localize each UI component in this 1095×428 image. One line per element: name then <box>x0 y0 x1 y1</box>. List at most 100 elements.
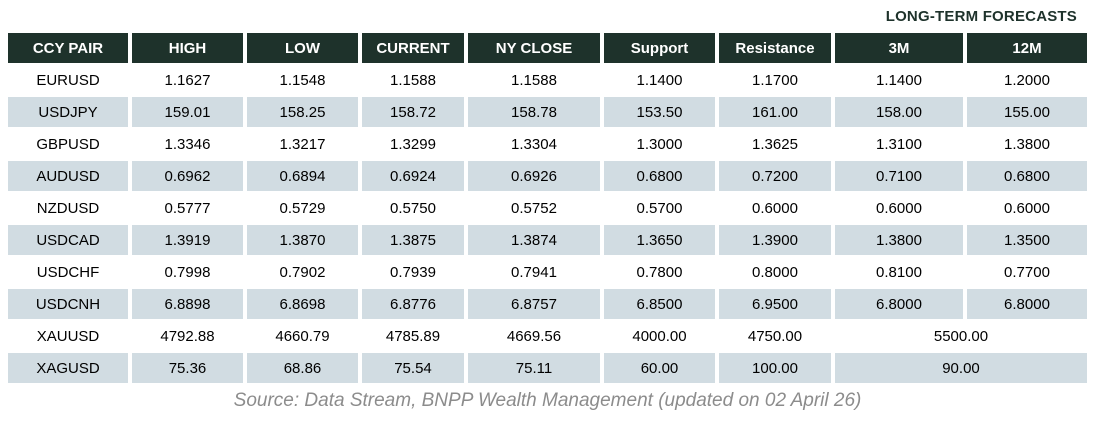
support-cell: 60.00 <box>604 353 715 383</box>
ny-close-cell: 75.11 <box>468 353 600 383</box>
ccy-pair-cell: USDCNH <box>8 289 128 319</box>
forecast-12m-cell: 0.6800 <box>967 161 1087 191</box>
ccy-pair-cell: USDJPY <box>8 97 128 127</box>
long-term-forecasts-label: LONG-TERM FORECASTS <box>885 8 1077 25</box>
current-cell: 6.8776 <box>362 289 464 319</box>
support-cell: 0.6800 <box>604 161 715 191</box>
column-header-ny-close: NY CLOSE <box>468 33 600 63</box>
forecast-12m-cell: 1.3800 <box>967 129 1087 159</box>
ny-close-cell: 158.78 <box>468 97 600 127</box>
low-cell: 158.25 <box>247 97 358 127</box>
forecast-12m-cell: 1.3500 <box>967 225 1087 255</box>
forecast-merged-cell: 90.00 <box>835 353 1087 383</box>
resistance-cell: 4750.00 <box>719 321 831 351</box>
support-cell: 1.3000 <box>604 129 715 159</box>
ny-close-cell: 4669.56 <box>468 321 600 351</box>
low-cell: 0.7902 <box>247 257 358 287</box>
forecast-3m-cell: 1.3800 <box>835 225 963 255</box>
fx-forecast-page: LONG-TERM FORECASTS CCY PAIR HIGH LOW CURRE… <box>0 7 1095 412</box>
resistance-cell: 100.00 <box>719 353 831 383</box>
table-row-usdcad: USDCAD 1.3919 1.3870 1.3875 1.3874 1.3650 1.39… <box>8 225 1087 255</box>
resistance-cell: 6.9500 <box>719 289 831 319</box>
forecast-12m-cell: 6.8000 <box>967 289 1087 319</box>
current-cell: 1.3299 <box>362 129 464 159</box>
ny-close-cell: 0.6926 <box>468 161 600 191</box>
high-cell: 0.6962 <box>132 161 243 191</box>
ny-close-cell: 1.3874 <box>468 225 600 255</box>
forecast-12m-cell: 0.7700 <box>967 257 1087 287</box>
ccy-pair-cell: XAUUSD <box>8 321 128 351</box>
table-body: EURUSD 1.1627 1.1548 1.1588 1.1588 1.1400 1.17… <box>8 65 1087 383</box>
forecast-3m-cell: 0.7100 <box>835 161 963 191</box>
support-cell: 4000.00 <box>604 321 715 351</box>
current-cell: 0.6924 <box>362 161 464 191</box>
resistance-cell: 1.3625 <box>719 129 831 159</box>
ccy-pair-cell: NZDUSD <box>8 193 128 223</box>
high-cell: 159.01 <box>132 97 243 127</box>
resistance-cell: 0.8000 <box>719 257 831 287</box>
column-header-ccy-pair: CCY PAIR <box>8 33 128 63</box>
high-cell: 1.3346 <box>132 129 243 159</box>
high-cell: 1.1627 <box>132 65 243 95</box>
support-cell: 6.8500 <box>604 289 715 319</box>
ccy-pair-cell: USDCHF <box>8 257 128 287</box>
high-cell: 4792.88 <box>132 321 243 351</box>
forecast-3m-cell: 158.00 <box>835 97 963 127</box>
table-row-usdjpy: USDJPY 159.01 158.25 158.72 158.78 153.50 161.… <box>8 97 1087 127</box>
resistance-cell: 0.6000 <box>719 193 831 223</box>
low-cell: 6.8698 <box>247 289 358 319</box>
resistance-cell: 161.00 <box>719 97 831 127</box>
resistance-cell: 1.3900 <box>719 225 831 255</box>
current-cell: 0.7939 <box>362 257 464 287</box>
low-cell: 1.3870 <box>247 225 358 255</box>
column-header-12m: 12M <box>967 33 1087 63</box>
ccy-pair-cell: EURUSD <box>8 65 128 95</box>
ny-close-cell: 0.5752 <box>468 193 600 223</box>
forecast-3m-cell: 6.8000 <box>835 289 963 319</box>
source-note: Source: Data Stream, BNPP Wealth Managem… <box>233 390 862 411</box>
table-header: CCY PAIR HIGH LOW CURRENT NY CLOSE Support Res… <box>8 33 1087 63</box>
current-cell: 0.5750 <box>362 193 464 223</box>
ny-close-cell: 0.7941 <box>468 257 600 287</box>
column-header-resistance: Resistance <box>719 33 831 63</box>
current-cell: 1.1588 <box>362 65 464 95</box>
forecast-3m-cell: 0.6000 <box>835 193 963 223</box>
column-header-support: Support <box>604 33 715 63</box>
current-cell: 75.54 <box>362 353 464 383</box>
ccy-pair-cell: GBPUSD <box>8 129 128 159</box>
table-row-usdcnh: USDCNH 6.8898 6.8698 6.8776 6.8757 6.8500 6.95… <box>8 289 1087 319</box>
table-row-xauusd: XAUUSD 4792.88 4660.79 4785.89 4669.56 4000.0… <box>8 321 1087 351</box>
forecast-12m-cell: 0.6000 <box>967 193 1087 223</box>
column-header-high: HIGH <box>132 33 243 63</box>
forecast-12m-cell: 1.2000 <box>967 65 1087 95</box>
high-cell: 1.3919 <box>132 225 243 255</box>
high-cell: 6.8898 <box>132 289 243 319</box>
resistance-cell: 1.1700 <box>719 65 831 95</box>
column-header-3m: 3M <box>835 33 963 63</box>
table-row-nzdusd: NZDUSD 0.5777 0.5729 0.5750 0.5752 0.5700 0.60… <box>8 193 1087 223</box>
high-cell: 0.7998 <box>132 257 243 287</box>
table-row-xagusd: XAGUSD 75.36 68.86 75.54 75.11 60.00 100.00 90.… <box>8 353 1087 383</box>
table-row-gbpusd: GBPUSD 1.3346 1.3217 1.3299 1.3304 1.3000 1.36… <box>8 129 1087 159</box>
high-cell: 75.36 <box>132 353 243 383</box>
table-row-usdchf: USDCHF 0.7998 0.7902 0.7939 0.7941 0.7800 0.80… <box>8 257 1087 287</box>
support-cell: 0.5700 <box>604 193 715 223</box>
current-cell: 4785.89 <box>362 321 464 351</box>
ny-close-cell: 6.8757 <box>468 289 600 319</box>
low-cell: 0.5729 <box>247 193 358 223</box>
low-cell: 0.6894 <box>247 161 358 191</box>
support-cell: 153.50 <box>604 97 715 127</box>
header-row: CCY PAIR HIGH LOW CURRENT NY CLOSE Support Res… <box>8 33 1087 63</box>
support-cell: 1.1400 <box>604 65 715 95</box>
ny-close-cell: 1.1588 <box>468 65 600 95</box>
column-header-current: CURRENT <box>362 33 464 63</box>
low-cell: 68.86 <box>247 353 358 383</box>
fx-forecast-table: CCY PAIR HIGH LOW CURRENT NY CLOSE Support Res… <box>4 31 1091 385</box>
column-header-low: LOW <box>247 33 358 63</box>
low-cell: 1.1548 <box>247 65 358 95</box>
forecast-3m-cell: 0.8100 <box>835 257 963 287</box>
ccy-pair-cell: XAGUSD <box>8 353 128 383</box>
high-cell: 0.5777 <box>132 193 243 223</box>
forecast-12m-cell: 155.00 <box>967 97 1087 127</box>
current-cell: 158.72 <box>362 97 464 127</box>
